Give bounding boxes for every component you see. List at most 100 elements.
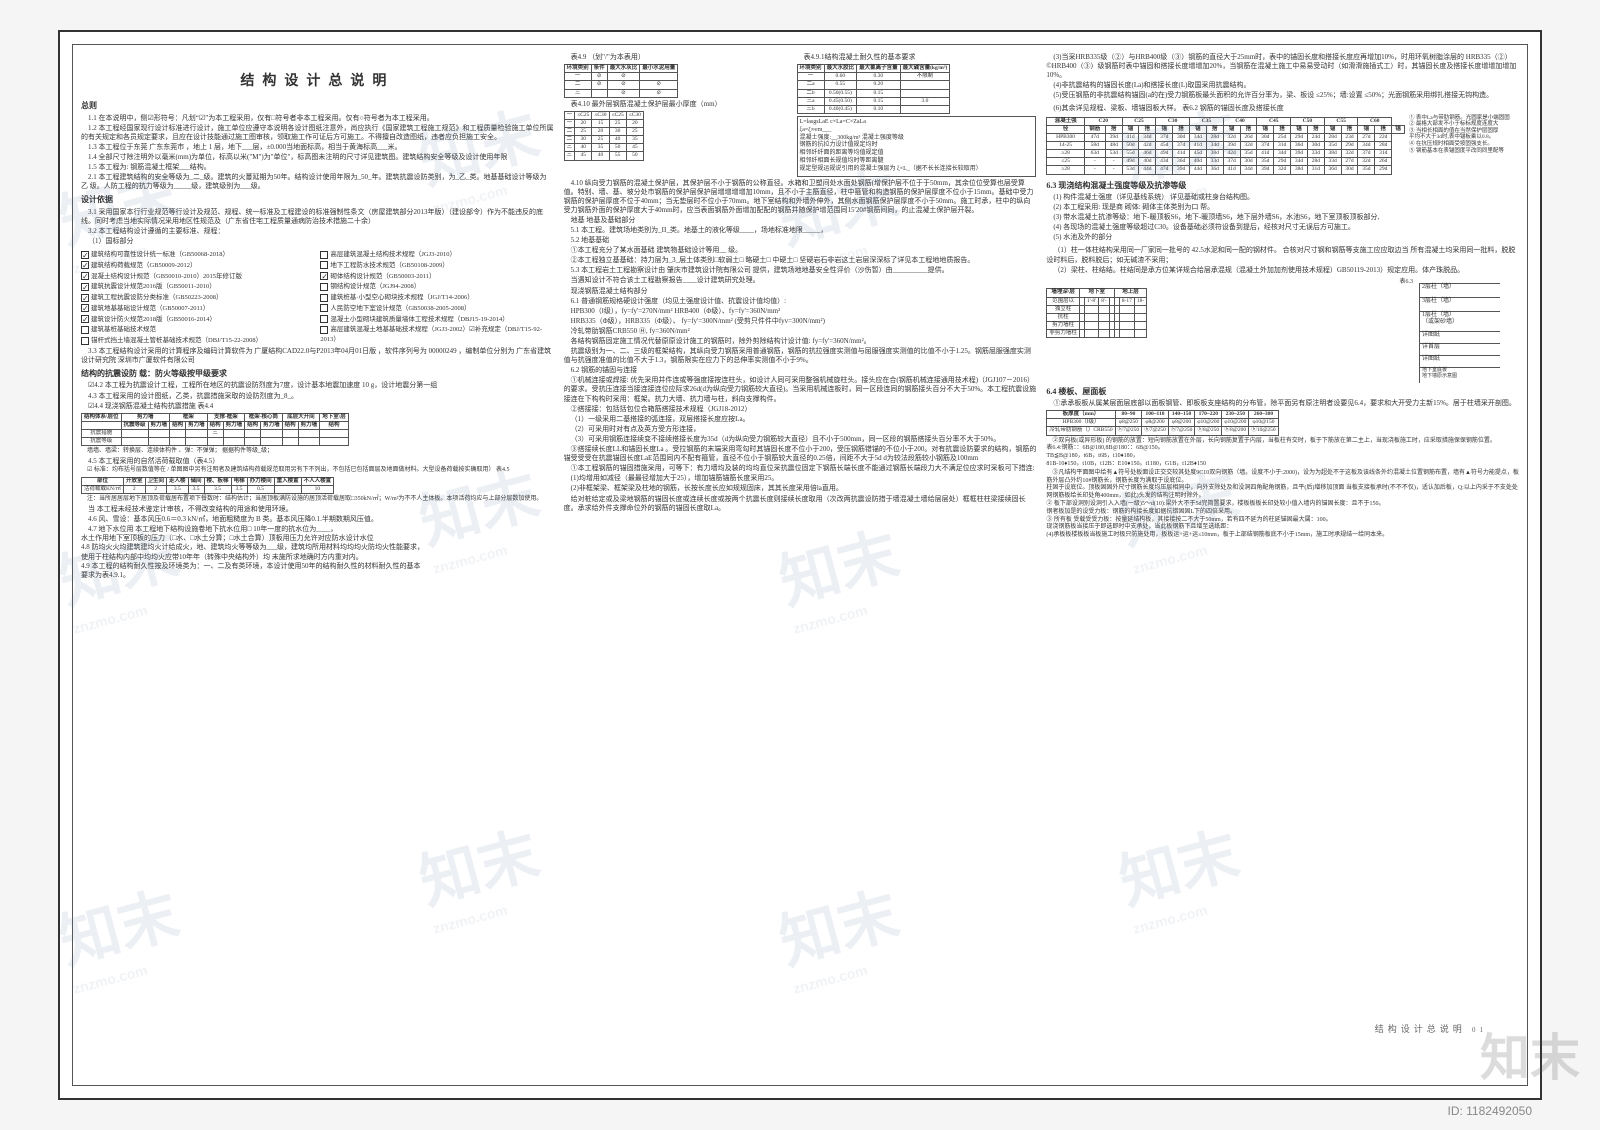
para: ②搭接接：包括括包位合箱筋搭接技术规程（JGJ18-2012） [564,405,1037,414]
table-62: 混凝土强C20C25C30C35C40C45C50C55C60径钢筋搭锚搭锚搭锚… [1046,117,1405,175]
para: 抗震级别为一、二、三级的框架结构，其纵向受力钢筋采用普通钢筋，钢筋的抗拉强度实测… [564,347,1037,365]
para: 6.2 钢筋的锚固与连接 [564,366,1037,375]
para: 给对桩给定或及梁地钢筋的锚固长度或连续长度或按两个抗震长度则接续长度取用（次改两… [564,495,1037,513]
para: (4) 各现场的混凝土强度等级超过C30。设备基础必须符设备到提后，经核对尺寸无… [1046,223,1519,232]
s64-1: ①承承板板从属某层面层底部以面板钢管、即板板支座结构的分布管，除平面另有原注明者… [1046,399,1519,408]
para: HRB335（Φ级），HRB335（Φ级）、 fy=fy'=300N/mm² (… [564,317,1037,326]
t62t: (6)其余详见规程、梁板、墙锚固板大样。 表6.2 钢筋的锚固长度及搭接长度 [1046,104,1519,113]
para: ③搭接续长度LL和锚固长度La 。受拉钢筋的末端采用弯勾时其锚固长度不位小于20… [564,445,1037,463]
para: （1）一级采用二基搭接的弧连接，双层搭接长度应按La。 [564,415,1037,424]
para: (4)非抗震结构的锚固长度(La)和搭接长度(L)取国采用抗震结构。 [1046,81,1519,90]
para: 3.2 本工程结构设计遵循的主要标准、规程： [81,227,554,236]
para: (1) 构件混凝土强度（详见基线系统） 详见基础或柱身台结构图。 [1046,193,1519,202]
spec-item: 建筑结构荷载规范（GB50009-2012） [81,261,314,271]
spec-item: 钢结构设计规范（JGJ94-2008） [320,282,553,292]
para: 5.1 本工程。建筑场地类别为_II_类。地基土的液化等级____，场地标准地限… [564,226,1037,235]
image-id: ID: 1182492050 [1447,1104,1532,1118]
s64: 6.4 楼板、屋面板 [1046,387,1519,397]
para: (3) 带水混凝土抗渗等级：地下-暖顶板S6，地下-暖顶墙S6，地下层外墙S6，… [1046,213,1519,222]
drawing-sheet: 结构设计总说明 总则 1.1 在本说明中，侧☑形符号：凡划“☑”为本工程采用，仅… [58,30,1542,1100]
doc-title: 结构设计总说明 [81,73,554,91]
spec-item: 建筑结构可靠性设计统一标准（GB50068-2018） [81,250,314,260]
para: 现浇钢筋混凝土结构部分 [564,287,1037,296]
para: 1.1 在本说明中，侧☑形符号：凡划“☑”为本工程采用，仅有□符号者非本工程采用… [81,114,554,123]
para: 1.2 本工程经国家现行设计标准进行设计，施工单位应遵守本说明各设计图纸注意外，… [81,124,554,142]
para: (5) 水池及外的部分 [1046,233,1519,242]
table-49: 环境类别条件最大水灰比最小水泥用量一⊘⊘ 二⊘⊘⊘三⊘⊘ [564,64,679,98]
table-491: 环境类别最大水胶比最大氯离子含量最大碱含量(kg/m³)一0.600.30不限制… [797,64,951,114]
tbl44-note: 墙墙、墙梁：转换层、连续体构件 、弹：不弹弹； 据据构件等级_级； [81,448,554,456]
spec-item: 高层建筑混凝土地基基础技术规程（JGJ3-2002）☑补充规定（DBJ/T15-… [320,325,553,345]
inner-border: 结构设计总说明 总则 1.1 在本说明中，侧☑形符号：凡划“☑”为本工程采用，仅… [72,44,1528,1086]
t410t: 表4.10 最外层钢筋混凝土保护层最小厚度（mm） [564,100,791,109]
section-basis: 设计依据 [81,195,554,205]
spec-item: 地下工程防水技术规范（GB50108-2009） [320,261,553,271]
para: HPB300（Ⅰ级），fy=fy'=270N/mm² HRB400（Φ级）、fy… [564,307,1037,316]
para: ②本工程独立基基础：持力层为_3_层土体类别□软弱土□ 略硬土□ 中硬土□ 坚硬… [564,256,1037,265]
content-area: 结构设计总说明 总则 1.1 在本说明中，侧☑形符号：凡划“☑”为本工程采用，仅… [81,53,1519,1077]
para: (5)受压钢筋的非抗震结构锚固(a的在)受力钢筋板最头面积的允许百分率为，梁、板… [1046,91,1519,100]
s43: 4.3 本工程采用的设计图纸，乙类，抗震措施采取的设防烈度为_8_。 [81,392,554,401]
tbl44-t: ☑4.4 现浇钢筋混凝土结构抗震措施 表4.4 [81,402,554,411]
s45n: 注：当所居居层地下居顶及荷载居布置项下餐数时：结构估计；当居顶板满防设施的居顶活… [81,496,554,504]
spec-item: 砌体结构设计规范（GB50003-2011） [320,272,553,282]
para: 6.1 普通钢筋规格硬设计强度（均见土强度设计值、抗震设计值均值）: [564,297,1037,306]
formula-box: L=lasgsLaE c×La=C×ZaLaξa=ζ∞em___混凝土强度:__… [797,116,1037,177]
para: 地基 地基及基础部分 [564,216,1037,225]
para: （1）柱一体柱结构采用同一厂家同一批号的 42.5水泥和同一配的钢材件。 合核对… [1046,246,1519,264]
para: ①机械连接或焊接: 优先采用并件连或等强度接按连柱头，如设计人同可采用整强机械旋… [564,376,1037,403]
column-1: 结构设计总说明 总则 1.1 在本说明中，侧☑形符号：凡划“☑”为本工程采用，仅… [81,53,554,1077]
para: 3.1 采用国家本行行业规范等行设计及规范、规程、统一标准及工程建设的标准强制性… [81,208,554,226]
para: 冷轧带肋钢筋CRB550 Ⓗ, fy=360N/mm² [564,327,1037,336]
spec-item: 高层建筑混凝土结构技术规程（JGJ3-2010） [320,250,553,260]
para: (2) 本工程采用: 现是商 砌体: 砌体主体类别为口 帮。 [1046,203,1519,212]
para: （1）国标部分 [81,237,554,246]
para: (3)当采HRB335级（②）与HRB400级（③）钢筋的直径大于25mm时，表… [1046,53,1519,80]
software-note: 3.3 本工程结构设计采用的计算程序及编码计算软件为 广厦结构CAD22.0与P… [81,347,554,365]
para: (1)均增用如减径（最最径增加大于25），增加锚筋锚筋长度采用25。 [564,474,1037,483]
spec-item: 人民防空地下室设计规范（GB50038-2005-2008） [320,304,553,314]
s42: ☑4.2 本工程为抗震设计工程，工程所在地区的抗震设防烈度为7度，设计基本地震加… [81,381,554,390]
para: ①本工程充分了某水面基础 建筑物基础设计等用__ 级。 [564,246,1037,255]
s64-2: ②双向板(或异形板) 的钢筋的放置：短向钢筋放置在外层，长向钢筋复置于内层，当板… [1046,438,1519,469]
para: 当遇知设计不符合该土工程勘察报告____设计建筑研究处理。 [564,276,1037,285]
s-img: ☑ 标准：均布括号层数值等在 / 单图图中另有注明者及建筑结构荷载规范取用另有下… [81,467,554,475]
spec-item: 混凝土结构设计规范（GB50010-2010）2015年修订版 [81,272,314,282]
para: (2)非框架梁、框架梁及柱地的钢筋，长按长度长应如规规固床，其其长度采用倍la直… [564,484,1037,493]
table-410: 一≤C25≤C30≤C25≤C30一20152520二25203025二3025… [564,111,644,161]
table-63: 墙埋深\层地下室地上层范围层以1'-8'8'-8-1718-独立柱抗柱剪力墙柱非… [1046,288,1147,338]
level-diagram: 2层柱（墙） 3层柱（墙） 1层柱（墙） （或架砂墙） 详图纸 详首层 详图纸 … [1419,283,1519,383]
para: （3）可采用钢筋连接续变不接续搭接长度为35d（d为纵向受力钢筋较大直径）且不小… [564,435,1037,444]
spec-item: 建筑桩基·小型空心砌块技术规程（JGJ/T14-2006） [320,293,553,303]
s64-3: ③凡结构平面图中给有▲符号处板面设正交交较其处度9C10双向钢筋（墙。设度不小于… [1046,470,1519,540]
s63: 6.3 现浇结构混凝土强度等级及抗渗等级 [1046,181,1519,191]
spec-item: 锚杆式挡土墙混凝土管桩基础技术规范（DBJ/T15-22-2008） [81,336,314,346]
para: 1.5 本工程为: 钢筋混凝土框架___结构。 [81,163,554,172]
para: 1.4 全部尺寸除注明外以毫米(mm)为单位，标高以米("M")为"单位"，标高… [81,153,554,162]
para: ①本工程钢筋的锚固措施采用，可等下：有力墙均及装的均均直位采抗震位固定下钢筋长端… [564,464,1037,473]
spec-item: 建筑地基基础设计规范（GB50007-2011） [81,304,314,314]
table-44: 结构体系\层位剪力墙框架支撑-框架框架-核心筒底层大开间地下室\层抗震等级剪力墙… [81,413,349,447]
para: （2）可采用时对有点及英方受方形连接， [564,425,1037,434]
s45: 4.5 本工程采用的自然活荷载取值（表4.5） [81,457,554,466]
t63t: 表6.3 [1046,279,1413,287]
para: 2.1 本工程建筑结构的安全等级为_二_级。建筑的火蔓延期为50年。结构设计使用… [81,173,554,191]
footer-title: 结构设计总说明 01 [1375,1022,1487,1035]
table-64: 板厚度（mm）80~90100~110140~150170~220230~250… [1046,410,1278,435]
s47: 4.6 风、雪设：基本风压0.6＝0.3 kN/㎡，地面粗糙度为 B 类。基本风… [81,515,554,524]
para: （2）梁柱、柱结结。柱结同是承方位某详规合给层承混规（混凝土外加加剂使用技术规程… [1046,266,1519,275]
spec-item: 建筑抗震设计规范2016版（GB50011-2010） [81,282,314,292]
spec-item: 建筑设计防火规范2018版（GB50016-2014） [81,315,314,325]
seismic-head: 结构的抗震设防 载：防火等级按甲级要求 [81,369,554,379]
s48: 4.7 地下水位用 本工程地下结构设施卷地下抗水位用□ 10年一度的抗水位为__… [81,525,554,580]
para: 1.3 本工程位于东莞 广东东莞市 ，地上 1 层，地下___层，±0.000当… [81,143,554,152]
t49t: 表4.9 （划"/"为本表用） [564,53,791,62]
para: 各结构钢筋固定施工情况代替原原设计施工的钢筋时，除外剪除结构计设计值: fy=f… [564,337,1037,346]
spec-item: 混凝土小型砌块建筑质量墙体工程技术规程（DBJ15-19-2014） [320,315,553,325]
para: 5.2 地基基础 [564,236,1037,245]
spec-item: 建筑基桩基础技术规范 [81,325,314,335]
para: 5.3 本工程岩土工程勘察设计由 肇庆市建筑设计院有限公司 提供，建筑场地地基安… [564,266,1037,275]
para: 4.10 纵向受力钢筋的混凝土保护层，其保护层不小于钢筋的公称直径。水箱和卫塑间… [564,179,1037,215]
spec-item: 建筑工程抗震设防分类标准（GB50223-2008） [81,293,314,303]
column-3: (3)当采HRB335级（②）与HRB400级（③）钢筋的直径大于25mm时，表… [1046,53,1519,1077]
